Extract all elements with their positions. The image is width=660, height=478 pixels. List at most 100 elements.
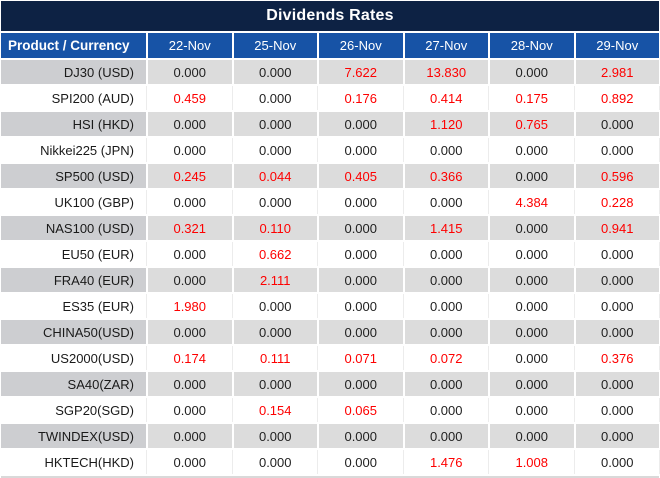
product-label: CHINA50(USD): [1, 320, 146, 344]
dividend-value: 0.000: [404, 268, 488, 292]
table-row: SA40(ZAR) 0.000 0.000 0.000 0.000 0.000 0.000: [1, 372, 659, 396]
dividend-value: 0.000: [148, 138, 232, 162]
table-row: ES35 (EUR) 1.980 0.000 0.000 0.000 0.000 0.000: [1, 294, 659, 318]
table-row: EU50 (EUR) 0.000 0.662 0.000 0.000 0.000 0.000: [1, 242, 659, 266]
dividend-value: 0.000: [404, 138, 488, 162]
dividend-value: 0.228: [575, 190, 659, 214]
header-date: 27-Nov: [404, 33, 488, 58]
table-row: TWINDEX(USD) 0.000 0.000 0.000 0.000 0.000 0.0…: [1, 424, 659, 448]
product-label: FRA40 (EUR): [1, 268, 146, 292]
dividend-value: 0.000: [148, 320, 232, 344]
dividend-value: 0.000: [575, 450, 659, 474]
dividend-value: 0.000: [490, 216, 574, 240]
product-label: SPI200 (AUD): [1, 86, 146, 110]
product-label: HSI (HKD): [1, 112, 146, 136]
dividend-value: 0.000: [404, 294, 488, 318]
table-row: SGP20(SGD) 0.000 0.154 0.065 0.000 0.000 0.000: [1, 398, 659, 422]
dividend-value: 0.000: [233, 86, 317, 110]
dividend-value: 0.000: [319, 242, 403, 266]
dividend-value: 0.000: [490, 138, 574, 162]
header-date: 26-Nov: [319, 33, 403, 58]
product-label: Nikkei225 (JPN): [1, 138, 146, 162]
dividend-value: 0.000: [404, 398, 488, 422]
dividend-value: 0.000: [404, 242, 488, 266]
dividend-value: 0.000: [575, 398, 659, 422]
dividend-value: 0.000: [490, 346, 574, 370]
dividend-value: 0.000: [148, 268, 232, 292]
dividend-value: 0.000: [490, 164, 574, 188]
dividend-value: 0.065: [319, 398, 403, 422]
dividend-value: 0.000: [233, 372, 317, 396]
dividend-value: 0.154: [233, 398, 317, 422]
header-date: 29-Nov: [575, 33, 659, 58]
dividend-value: 0.000: [490, 372, 574, 396]
dividend-value: 0.000: [233, 138, 317, 162]
dividend-value: 0.000: [490, 242, 574, 266]
dividend-value: 0.044: [233, 164, 317, 188]
dividend-value: 0.000: [319, 450, 403, 474]
table-title: Dividends Rates: [1, 1, 659, 31]
dividend-value: 0.000: [575, 268, 659, 292]
dividend-value: 0.459: [148, 86, 232, 110]
product-label: UK100 (GBP): [1, 190, 146, 214]
dividend-value: 4.384: [490, 190, 574, 214]
dividend-value: 0.000: [148, 242, 232, 266]
dividend-value: 0.000: [319, 320, 403, 344]
dividend-value: 0.174: [148, 346, 232, 370]
dividend-value: 0.000: [575, 294, 659, 318]
dividend-value: 0.941: [575, 216, 659, 240]
product-label: SA40(ZAR): [1, 372, 146, 396]
dividend-value: 0.000: [319, 424, 403, 448]
dividend-value: 0.405: [319, 164, 403, 188]
header-date: 28-Nov: [490, 33, 574, 58]
dividend-value: 0.000: [233, 450, 317, 474]
dividend-value: 0.000: [233, 190, 317, 214]
product-label: SGP20(SGD): [1, 398, 146, 422]
product-label: SP500 (USD): [1, 164, 146, 188]
dividend-value: 0.000: [233, 294, 317, 318]
header-date: 22-Nov: [148, 33, 232, 58]
dividend-value: 1.008: [490, 450, 574, 474]
header-product-currency: Product / Currency: [1, 33, 146, 58]
dividend-value: 0.000: [490, 424, 574, 448]
dividend-value: 2.111: [233, 268, 317, 292]
dividend-value: 0.414: [404, 86, 488, 110]
dividend-value: 0.000: [319, 268, 403, 292]
table-row: HKTECH(HKD) 0.000 0.000 0.000 1.476 1.008 0.00…: [1, 450, 659, 474]
dividend-value: 0.321: [148, 216, 232, 240]
dividend-value: 0.176: [319, 86, 403, 110]
table-row: UK100 (GBP) 0.000 0.000 0.000 0.000 4.384 0.22…: [1, 190, 659, 214]
dividend-value: 0.111: [233, 346, 317, 370]
dividend-value: 0.000: [319, 294, 403, 318]
dividend-value: 0.000: [404, 424, 488, 448]
dividend-value: 0.000: [319, 190, 403, 214]
table-body: DJ30 (USD) 0.000 0.000 7.622 13.830 0.000 2.98…: [1, 60, 659, 474]
bottom-strip: [1, 476, 659, 478]
dividend-value: 0.000: [148, 60, 232, 84]
dividend-value: 0.000: [233, 320, 317, 344]
dividend-value: 0.000: [319, 216, 403, 240]
dividend-value: 0.000: [404, 320, 488, 344]
table-row: SP500 (USD) 0.245 0.044 0.405 0.366 0.000 0.59…: [1, 164, 659, 188]
header-row: Product / Currency 22-Nov 25-Nov 26-Nov 27-…: [1, 33, 659, 58]
dividend-value: 0.000: [148, 450, 232, 474]
dividend-value: 0.662: [233, 242, 317, 266]
dividend-value: 0.000: [575, 242, 659, 266]
dividend-value: 0.110: [233, 216, 317, 240]
dividend-value: 0.000: [319, 112, 403, 136]
dividend-value: 0.000: [575, 320, 659, 344]
dividend-value: 0.000: [148, 372, 232, 396]
dividend-value: 0.765: [490, 112, 574, 136]
dividend-value: 0.000: [490, 320, 574, 344]
table-row: DJ30 (USD) 0.000 0.000 7.622 13.830 0.000 2.98…: [1, 60, 659, 84]
dividend-value: 0.000: [233, 112, 317, 136]
dividend-value: 0.000: [148, 398, 232, 422]
dividend-value: 0.000: [404, 190, 488, 214]
table-row: SPI200 (AUD) 0.459 0.000 0.176 0.414 0.175 0.8…: [1, 86, 659, 110]
table-row: HSI (HKD) 0.000 0.000 0.000 1.120 0.765 0.000: [1, 112, 659, 136]
table-row: NAS100 (USD) 0.321 0.110 0.000 1.415 0.000 0.9…: [1, 216, 659, 240]
dividend-value: 0.000: [148, 112, 232, 136]
dividend-value: 0.596: [575, 164, 659, 188]
product-label: ES35 (EUR): [1, 294, 146, 318]
